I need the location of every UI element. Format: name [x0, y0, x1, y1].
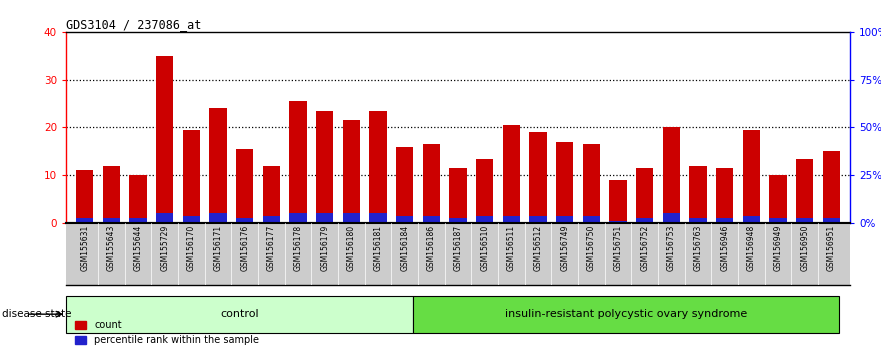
Text: GSM156181: GSM156181 — [374, 225, 382, 271]
Bar — [743, 216, 760, 223]
Text: GSM156180: GSM156180 — [347, 225, 356, 271]
Text: GSM156170: GSM156170 — [187, 225, 196, 271]
Text: GSM156178: GSM156178 — [293, 225, 302, 271]
Bar — [583, 216, 600, 223]
Bar — [529, 132, 547, 223]
Text: GSM156512: GSM156512 — [534, 225, 543, 271]
Bar — [76, 218, 93, 223]
Bar — [743, 130, 760, 223]
Bar — [796, 218, 813, 223]
Bar — [236, 149, 254, 223]
Bar — [156, 213, 174, 223]
Bar — [76, 171, 93, 223]
Text: GSM156946: GSM156946 — [721, 225, 729, 271]
Bar — [369, 213, 387, 223]
Bar — [316, 213, 333, 223]
Bar — [610, 180, 626, 223]
Bar — [690, 166, 707, 223]
Bar — [396, 216, 413, 223]
Bar — [823, 152, 840, 223]
Text: GSM155644: GSM155644 — [134, 225, 143, 271]
Bar — [413, 296, 840, 333]
Bar — [503, 216, 520, 223]
Bar — [130, 218, 147, 223]
Bar — [423, 144, 440, 223]
Text: GSM156949: GSM156949 — [774, 225, 782, 271]
Text: disease state: disease state — [2, 309, 71, 319]
Legend: count, percentile rank within the sample: count, percentile rank within the sample — [71, 316, 263, 349]
Text: GSM155729: GSM155729 — [160, 225, 169, 271]
Text: GSM156750: GSM156750 — [587, 225, 596, 271]
Bar — [529, 216, 547, 223]
Bar — [290, 213, 307, 223]
Bar — [103, 166, 120, 223]
Bar — [263, 166, 280, 223]
Bar — [449, 218, 467, 223]
Bar — [690, 218, 707, 223]
Bar — [663, 213, 680, 223]
Bar — [610, 221, 626, 223]
Text: GSM156187: GSM156187 — [454, 225, 463, 271]
Text: GSM156184: GSM156184 — [400, 225, 410, 271]
Text: GSM156753: GSM156753 — [667, 225, 676, 271]
Bar — [823, 218, 840, 223]
Bar — [316, 111, 333, 223]
Bar — [556, 142, 574, 223]
Text: GSM156186: GSM156186 — [427, 225, 436, 271]
Text: GSM156177: GSM156177 — [267, 225, 276, 271]
Bar — [156, 56, 174, 223]
Bar — [210, 213, 226, 223]
Bar — [343, 213, 360, 223]
Text: insulin-resistant polycystic ovary syndrome: insulin-resistant polycystic ovary syndr… — [505, 309, 747, 319]
Text: GSM156749: GSM156749 — [560, 225, 569, 271]
Bar — [369, 111, 387, 223]
Text: GSM155643: GSM155643 — [107, 225, 116, 271]
Bar — [290, 101, 307, 223]
Bar — [503, 125, 520, 223]
Bar — [130, 175, 147, 223]
Bar — [769, 218, 787, 223]
Text: GSM156510: GSM156510 — [480, 225, 489, 271]
Bar — [182, 216, 200, 223]
Text: GSM156751: GSM156751 — [614, 225, 623, 271]
Bar — [796, 159, 813, 223]
Bar — [476, 159, 493, 223]
Bar — [636, 218, 654, 223]
Bar — [343, 120, 360, 223]
Bar — [66, 296, 413, 333]
Bar — [476, 216, 493, 223]
Bar — [663, 127, 680, 223]
Text: GSM156763: GSM156763 — [693, 225, 703, 271]
Bar — [103, 218, 120, 223]
Text: GSM156752: GSM156752 — [640, 225, 649, 271]
Text: control: control — [220, 309, 259, 319]
Text: GSM156176: GSM156176 — [241, 225, 249, 271]
Bar — [769, 175, 787, 223]
Text: GSM156171: GSM156171 — [213, 225, 223, 271]
Bar — [716, 218, 734, 223]
Bar — [636, 168, 654, 223]
Text: GSM156950: GSM156950 — [800, 225, 810, 271]
Bar — [263, 216, 280, 223]
Bar — [396, 147, 413, 223]
Bar — [182, 130, 200, 223]
Text: GDS3104 / 237086_at: GDS3104 / 237086_at — [66, 18, 202, 31]
Bar — [210, 108, 226, 223]
Text: GSM156951: GSM156951 — [827, 225, 836, 271]
Bar — [583, 144, 600, 223]
Text: GSM156179: GSM156179 — [321, 225, 329, 271]
Bar — [423, 216, 440, 223]
Bar — [449, 168, 467, 223]
Text: GSM156948: GSM156948 — [747, 225, 756, 271]
Text: GSM155631: GSM155631 — [80, 225, 89, 271]
Bar — [716, 168, 734, 223]
Text: GSM156511: GSM156511 — [507, 225, 516, 271]
Bar — [236, 218, 254, 223]
Bar — [556, 216, 574, 223]
